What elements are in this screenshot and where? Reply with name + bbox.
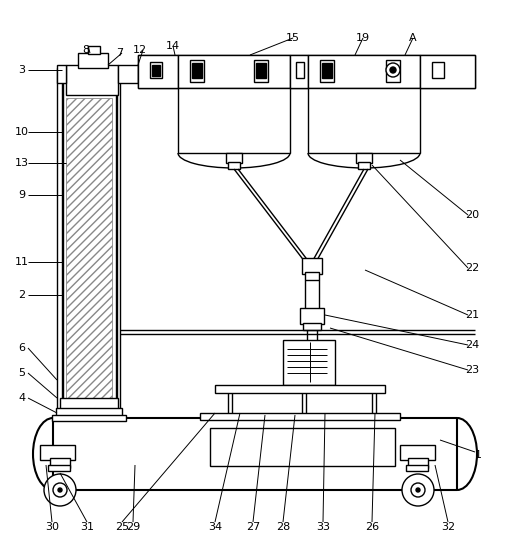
Circle shape — [390, 67, 396, 73]
Text: A: A — [409, 33, 417, 43]
Circle shape — [386, 63, 400, 77]
Bar — [320, 60, 334, 82]
Bar — [88, 46, 100, 54]
Circle shape — [53, 483, 67, 497]
Circle shape — [58, 488, 62, 492]
Text: 7: 7 — [116, 48, 123, 58]
Bar — [40, 445, 75, 460]
Text: 34: 34 — [208, 522, 222, 532]
Bar — [210, 428, 395, 466]
Circle shape — [44, 474, 76, 506]
Bar — [138, 55, 475, 88]
Text: 6: 6 — [18, 343, 25, 353]
Bar — [56, 408, 122, 418]
Text: 4: 4 — [18, 393, 25, 403]
Bar — [190, 60, 204, 82]
Bar — [228, 162, 240, 169]
Text: 25: 25 — [115, 522, 129, 532]
Text: 33: 33 — [316, 522, 330, 532]
Text: 15: 15 — [286, 33, 300, 43]
Bar — [322, 63, 332, 78]
Text: 23: 23 — [465, 365, 479, 375]
Text: 20: 20 — [465, 210, 479, 220]
Text: 21: 21 — [465, 310, 479, 320]
Bar — [406, 465, 428, 471]
Circle shape — [416, 488, 420, 492]
Bar — [283, 340, 335, 385]
Bar — [296, 62, 304, 78]
Bar — [308, 88, 420, 153]
Text: 28: 28 — [276, 522, 290, 532]
Bar — [302, 258, 322, 274]
Bar — [420, 55, 475, 88]
Bar — [308, 55, 420, 88]
Text: 11: 11 — [15, 257, 29, 267]
Bar — [358, 162, 370, 169]
Text: 27: 27 — [246, 522, 260, 532]
Bar — [52, 415, 126, 421]
Bar — [215, 385, 385, 393]
Text: 30: 30 — [45, 522, 59, 532]
Text: 14: 14 — [166, 41, 180, 51]
Text: 5: 5 — [18, 368, 25, 378]
Bar — [356, 153, 372, 163]
Bar — [150, 62, 162, 78]
Text: 3: 3 — [18, 65, 25, 75]
Bar — [60, 398, 118, 410]
Text: 19: 19 — [356, 33, 370, 43]
Bar — [256, 63, 266, 78]
Circle shape — [402, 474, 434, 506]
Bar — [290, 55, 308, 88]
Bar — [178, 88, 290, 153]
Bar — [118, 65, 138, 83]
Bar — [305, 272, 319, 280]
Text: 8: 8 — [82, 45, 89, 55]
Bar — [254, 60, 268, 82]
Bar — [138, 55, 178, 88]
Bar — [408, 458, 428, 468]
Bar — [66, 65, 118, 95]
Bar — [432, 62, 444, 78]
Text: 32: 32 — [441, 522, 455, 532]
Bar — [53, 418, 457, 490]
Bar — [178, 55, 290, 88]
Bar — [400, 445, 435, 460]
Bar — [78, 53, 108, 68]
Bar — [50, 458, 70, 468]
Bar — [48, 465, 70, 471]
Text: 2: 2 — [18, 290, 25, 300]
Text: 26: 26 — [365, 522, 379, 532]
Bar — [66, 98, 112, 405]
Text: 29: 29 — [126, 522, 140, 532]
Text: 1: 1 — [474, 450, 482, 460]
Bar — [57, 68, 120, 420]
Bar — [386, 60, 400, 82]
Text: 22: 22 — [465, 263, 479, 273]
Bar — [300, 308, 324, 324]
Bar — [152, 65, 160, 76]
Text: 31: 31 — [80, 522, 94, 532]
Bar — [303, 323, 321, 330]
Bar — [226, 153, 242, 163]
Bar — [57, 65, 66, 83]
Text: 9: 9 — [18, 190, 25, 200]
Bar — [200, 413, 400, 420]
Text: 13: 13 — [15, 158, 29, 168]
Bar — [192, 63, 202, 78]
Text: 24: 24 — [465, 340, 479, 350]
Text: 10: 10 — [15, 127, 29, 137]
Text: 12: 12 — [133, 45, 147, 55]
Circle shape — [411, 483, 425, 497]
